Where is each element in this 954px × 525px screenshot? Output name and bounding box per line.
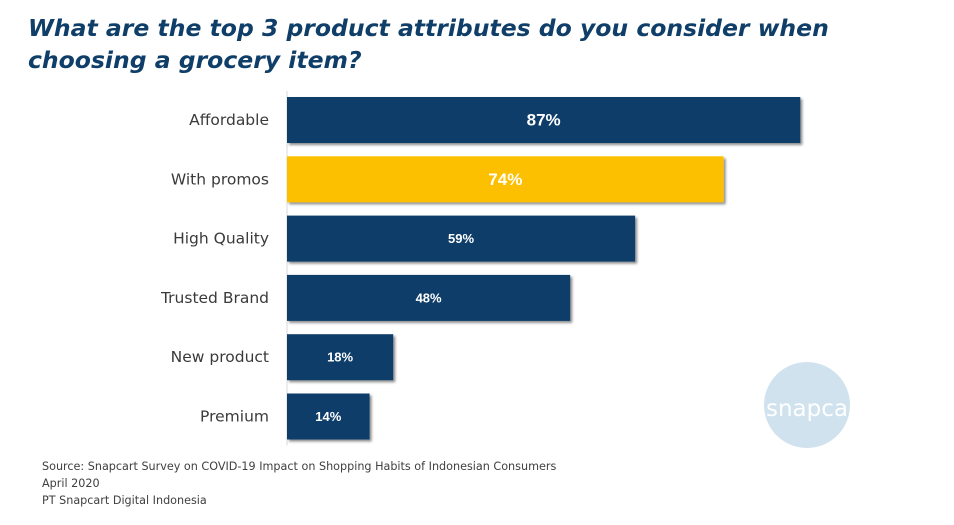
value-label-with-promos: 74%: [488, 170, 522, 189]
bar-trusted-brand: [287, 274, 571, 321]
value-label-premium: 14%: [315, 409, 341, 424]
bar-premium: [287, 393, 370, 440]
value-label-trusted-brand: 48%: [416, 290, 442, 305]
category-label-affordable: Affordable: [189, 111, 269, 129]
bar-affordable: [287, 97, 801, 143]
bar-high-quality: [287, 215, 636, 262]
company-line: PT Snapcart Digital Indonesia: [42, 494, 207, 507]
value-label-affordable: 87%: [527, 111, 561, 130]
bar-new-product: [287, 334, 394, 381]
category-labels: 87% Affordable 74% With promos 59% High Quali…: [160, 111, 561, 426]
bar-with-promos: [287, 156, 724, 203]
bars: [287, 97, 801, 440]
category-label-high-quality: High Quality: [173, 230, 269, 248]
source-note: Source: Snapcart Survey on COVID-19 Impa…: [42, 458, 556, 509]
value-label-new-product: 18%: [327, 350, 353, 365]
source-line: Source: Snapcart Survey on COVID-19 Impa…: [42, 460, 557, 473]
category-label-with-promos: With promos: [171, 170, 269, 188]
date-line: April 2020: [42, 477, 100, 490]
chart-title: What are the top 3 product attributes do…: [28, 14, 829, 74]
category-label-trusted-brand: Trusted Brand: [160, 289, 269, 307]
category-label-new-product: New product: [171, 348, 269, 366]
snapcart-logo-text: snapcart: [766, 396, 867, 422]
category-label-premium: Premium: [200, 408, 269, 426]
snapcart-logo: [764, 362, 850, 448]
value-label-high-quality: 59%: [448, 231, 474, 246]
